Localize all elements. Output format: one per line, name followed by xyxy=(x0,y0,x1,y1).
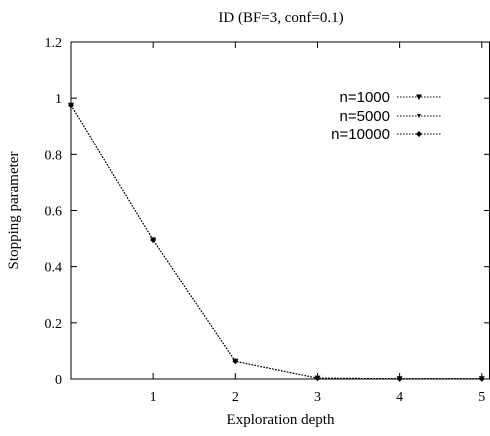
data-point xyxy=(68,102,74,109)
series-line xyxy=(70,104,482,380)
y-axis: 0 0.2 0.4 0.6 0.8 1 1.2 xyxy=(45,36,490,388)
series-line xyxy=(70,104,482,380)
x-tick-label: 4 xyxy=(396,390,403,405)
legend-item: n=5000 xyxy=(340,108,441,125)
legend-marker xyxy=(416,94,422,100)
y-tick-label: 1.2 xyxy=(45,36,63,51)
data-point xyxy=(232,358,239,365)
data-point xyxy=(150,236,157,243)
y-tick-label: 0.2 xyxy=(45,317,63,332)
series-n=5000 xyxy=(69,103,484,381)
data-point xyxy=(314,375,321,382)
y-tick-label: 1 xyxy=(55,92,62,107)
y-tick-label: 0.4 xyxy=(45,261,63,276)
x-axis-label: Exploration depth xyxy=(227,412,335,428)
legend-label: n=1000 xyxy=(340,89,390,106)
data-point xyxy=(478,375,485,382)
legend-item: n=10000 xyxy=(331,126,441,143)
chart-title: ID (BF=3, conf=0.1) xyxy=(218,10,343,26)
series-line xyxy=(70,104,482,380)
x-tick-label: 2 xyxy=(232,390,239,405)
y-tick-label: 0.8 xyxy=(45,148,63,163)
series-layer xyxy=(68,102,485,382)
x-axis: 1 2 3 4 5 xyxy=(150,42,485,405)
plot-area-frame xyxy=(70,41,490,380)
legend-marker xyxy=(416,131,422,137)
legend-label: n=10000 xyxy=(331,126,390,143)
series-n=1000 xyxy=(68,102,485,382)
y-tick-label: 0.6 xyxy=(45,205,63,220)
x-tick-label: 3 xyxy=(314,390,321,405)
legend-marker xyxy=(417,114,421,118)
legend-item: n=1000 xyxy=(340,89,441,106)
x-tick-label: 5 xyxy=(478,390,485,405)
y-tick-label: 0 xyxy=(55,373,62,388)
legend-label: n=5000 xyxy=(340,108,390,125)
y-axis-label: Stopping parameter xyxy=(6,152,22,270)
data-point xyxy=(396,375,403,382)
x-tick-label: 1 xyxy=(150,390,157,405)
series-n=10000 xyxy=(68,102,485,382)
